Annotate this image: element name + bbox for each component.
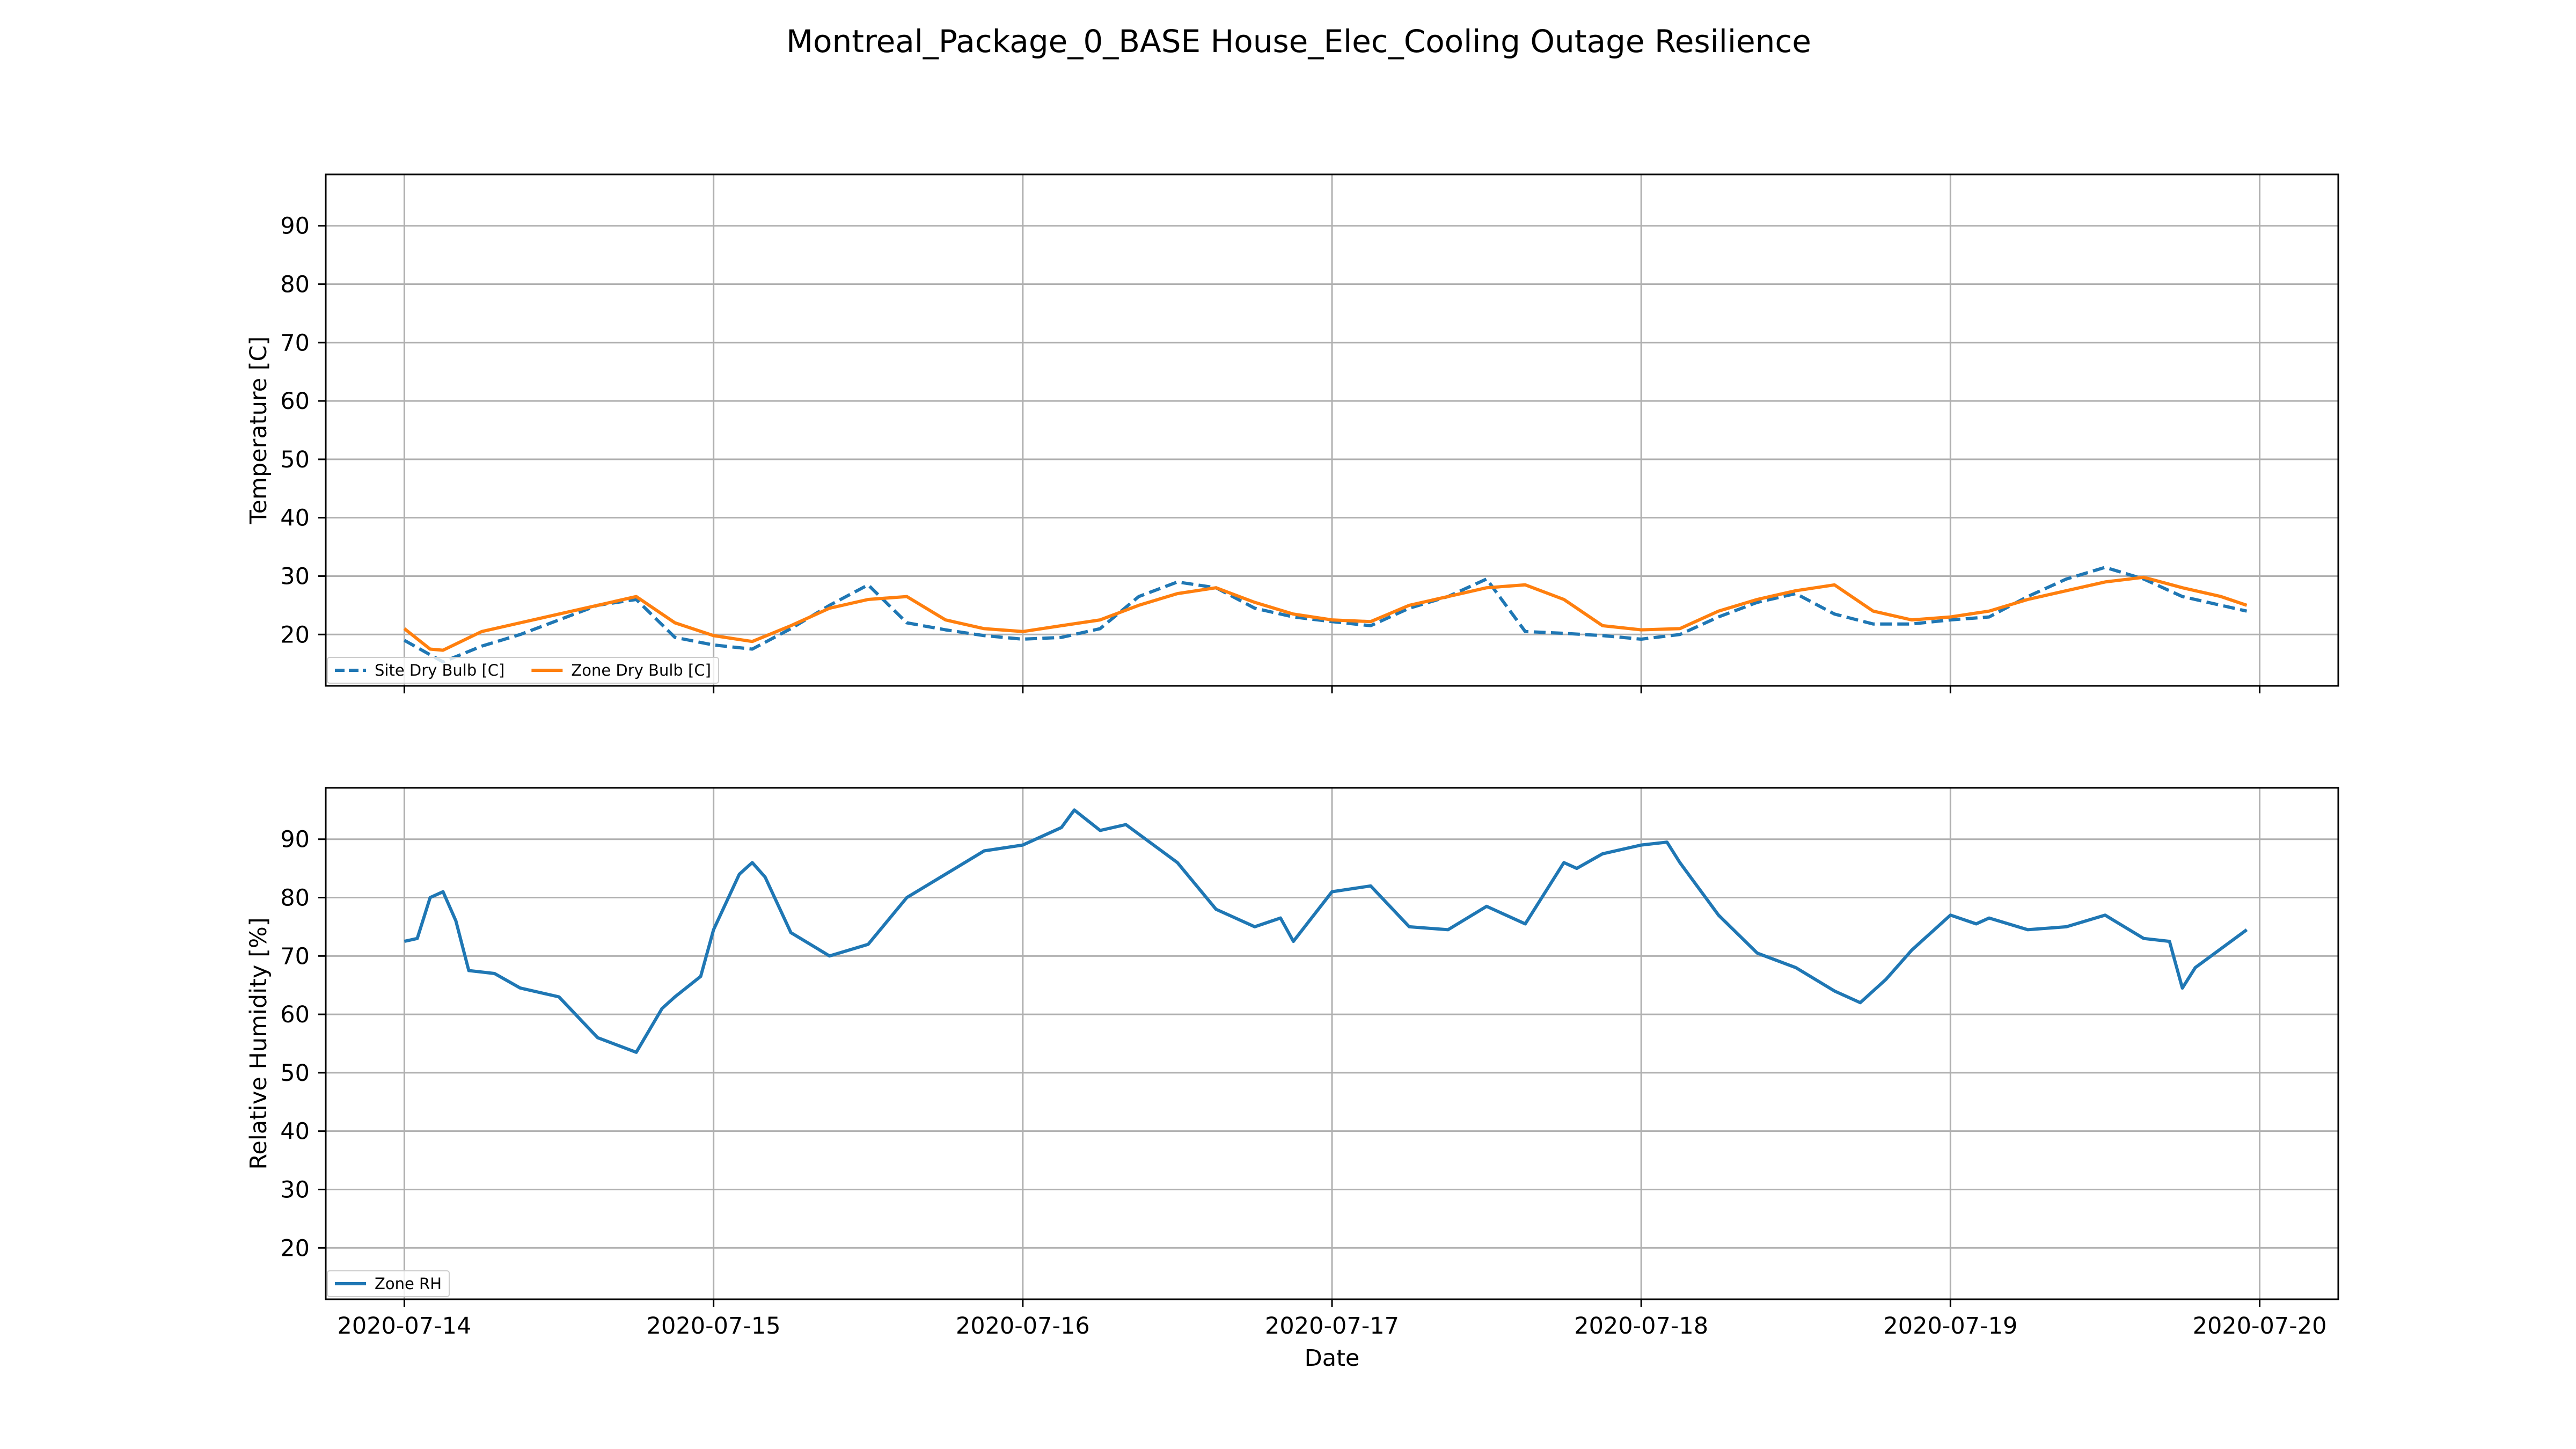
y-tick-label: 70 [280, 943, 310, 970]
y-tick-label: 90 [280, 826, 310, 853]
series-line-zone-rh [404, 808, 2248, 1054]
x-tick-label: 2020-07-14 [337, 1313, 471, 1340]
figure-title: Montreal_Package_0_BASE House_Elec_Cooli… [786, 23, 1811, 60]
legend-box [327, 1270, 450, 1297]
series-line-site-dry-bulb-c [403, 566, 2248, 664]
x-tick-label: 2020-07-18 [1574, 1313, 1708, 1340]
y-tick-label: 40 [280, 1118, 310, 1145]
y-tick-label: 20 [280, 1235, 310, 1262]
legend: Zone RH [327, 1270, 450, 1297]
y-tick-label: 30 [280, 563, 310, 590]
y-tick-label: 90 [280, 213, 310, 240]
y-tick-label: 20 [280, 621, 310, 648]
legend: Site Dry Bulb [C] Zone Dry Bulb [C] [327, 657, 719, 684]
legend-box [327, 657, 719, 684]
temperature-axes: 20 30 40 50 60 70 80 90 Temperature [C] Site Dry … [245, 173, 2339, 693]
x-tick-label: 2020-07-17 [1265, 1313, 1399, 1340]
x-tick-label: 2020-07-15 [647, 1313, 781, 1340]
y-tick-label: 60 [280, 388, 310, 415]
humidity-axes: 20 30 40 50 60 70 80 90 2020-07-14 2020-07-15 2020… [245, 787, 2339, 1372]
y-tick-label: 70 [280, 330, 310, 356]
legend-label: Zone RH [375, 1275, 442, 1293]
series-line-zone-dry-bulb-c [403, 575, 2248, 652]
y-tick-label: 50 [280, 1060, 310, 1087]
y-tick-label: 60 [280, 1001, 310, 1028]
legend-label: Zone Dry Bulb [C] [571, 661, 711, 679]
y-tick-label: 40 [280, 505, 310, 532]
y-tick-label: 80 [280, 885, 310, 912]
x-tick-label: 2020-07-20 [2193, 1313, 2327, 1340]
x-tick-label: 2020-07-16 [956, 1313, 1090, 1340]
x-axis-label: Date [1305, 1345, 1360, 1372]
x-tick-label: 2020-07-19 [1883, 1313, 2017, 1340]
y-axis-label: Relative Humidity [%] [245, 917, 272, 1169]
y-tick-label: 30 [280, 1176, 310, 1203]
y-tick-label: 80 [280, 272, 310, 298]
y-axis-label: Temperature [C] [245, 336, 272, 525]
y-tick-label: 50 [280, 447, 310, 473]
legend-label: Site Dry Bulb [C] [375, 661, 504, 679]
